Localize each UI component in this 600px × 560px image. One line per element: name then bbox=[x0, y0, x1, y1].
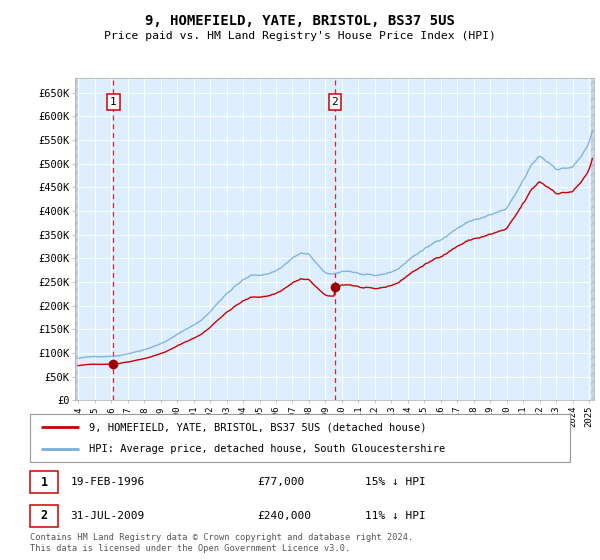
Bar bbox=[591, 69, 596, 400]
Text: 1: 1 bbox=[110, 97, 117, 107]
Text: 9, HOMEFIELD, YATE, BRISTOL, BS37 5US (detached house): 9, HOMEFIELD, YATE, BRISTOL, BS37 5US (d… bbox=[89, 422, 427, 432]
Text: 2: 2 bbox=[40, 510, 47, 522]
Text: 19-FEB-1996: 19-FEB-1996 bbox=[71, 477, 145, 487]
Text: 11% ↓ HPI: 11% ↓ HPI bbox=[365, 511, 425, 521]
Text: 1: 1 bbox=[40, 475, 47, 488]
Text: 15% ↓ HPI: 15% ↓ HPI bbox=[365, 477, 425, 487]
Text: £240,000: £240,000 bbox=[257, 511, 311, 521]
Text: Price paid vs. HM Land Registry's House Price Index (HPI): Price paid vs. HM Land Registry's House … bbox=[104, 31, 496, 41]
Text: 2: 2 bbox=[332, 97, 338, 107]
Text: 9, HOMEFIELD, YATE, BRISTOL, BS37 5US: 9, HOMEFIELD, YATE, BRISTOL, BS37 5US bbox=[145, 14, 455, 28]
FancyBboxPatch shape bbox=[30, 471, 58, 493]
Text: 31-JUL-2009: 31-JUL-2009 bbox=[71, 511, 145, 521]
Text: £77,000: £77,000 bbox=[257, 477, 304, 487]
Text: Contains HM Land Registry data © Crown copyright and database right 2024.
This d: Contains HM Land Registry data © Crown c… bbox=[30, 533, 413, 553]
Text: HPI: Average price, detached house, South Gloucestershire: HPI: Average price, detached house, Sout… bbox=[89, 444, 446, 454]
Bar bbox=[75, 69, 78, 400]
FancyBboxPatch shape bbox=[30, 414, 570, 462]
FancyBboxPatch shape bbox=[30, 505, 58, 527]
